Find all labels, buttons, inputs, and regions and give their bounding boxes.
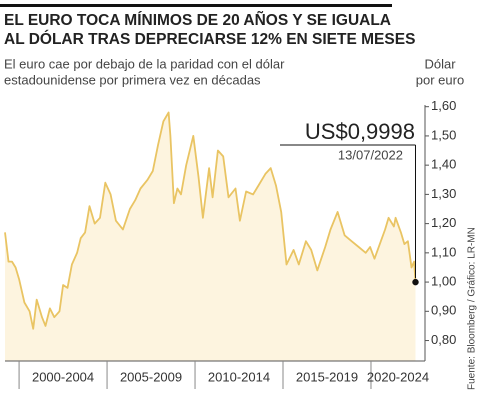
- y-tick-label: 1,60: [431, 98, 456, 113]
- annotation-value: US$0,9998: [305, 119, 415, 144]
- chart-title: EL EURO TOCA MÍNIMOS DE 20 AÑOS Y SE IGU…: [4, 11, 391, 29]
- area-fill: [5, 112, 416, 361]
- y-tick-label: 1,50: [431, 127, 456, 142]
- y-tick-label: 1,40: [431, 157, 456, 172]
- x-tick-label: 2000-2004: [32, 369, 94, 384]
- y-tick-label: 1,30: [431, 186, 456, 201]
- chart-title: AL DÓLAR TRAS DEPRECIARSE 12% EN SIETE M…: [4, 30, 415, 48]
- y-axis-label: Dólar: [424, 56, 456, 71]
- x-tick-label: 2020-2024: [367, 369, 429, 384]
- line: [4, 111, 417, 330]
- y-tick-label: 0,80: [431, 332, 456, 347]
- x-tick-label: 2005-2009: [120, 369, 182, 384]
- subtitle: estadounidense por primera vez en década…: [4, 72, 261, 87]
- subtitle: El euro cae por debajo de la paridad con…: [4, 56, 285, 71]
- end-point: [412, 278, 419, 286]
- y-tick-label: 1,10: [431, 244, 456, 259]
- x-tick-label: 2015-2019: [296, 369, 358, 384]
- top-rule: [0, 4, 392, 7]
- y-tick-label: 1,00: [431, 274, 456, 289]
- y-tick-label: 1,20: [431, 215, 456, 230]
- annotation-date: 13/07/2022: [338, 147, 403, 162]
- y-axis-label: por euro: [416, 72, 464, 87]
- x-tick-label: 2010-2014: [208, 369, 270, 384]
- y-tick-label: 0,90: [431, 303, 456, 318]
- source: Fuente: Bloomberg / Gráfico: LR-MN: [467, 227, 478, 390]
